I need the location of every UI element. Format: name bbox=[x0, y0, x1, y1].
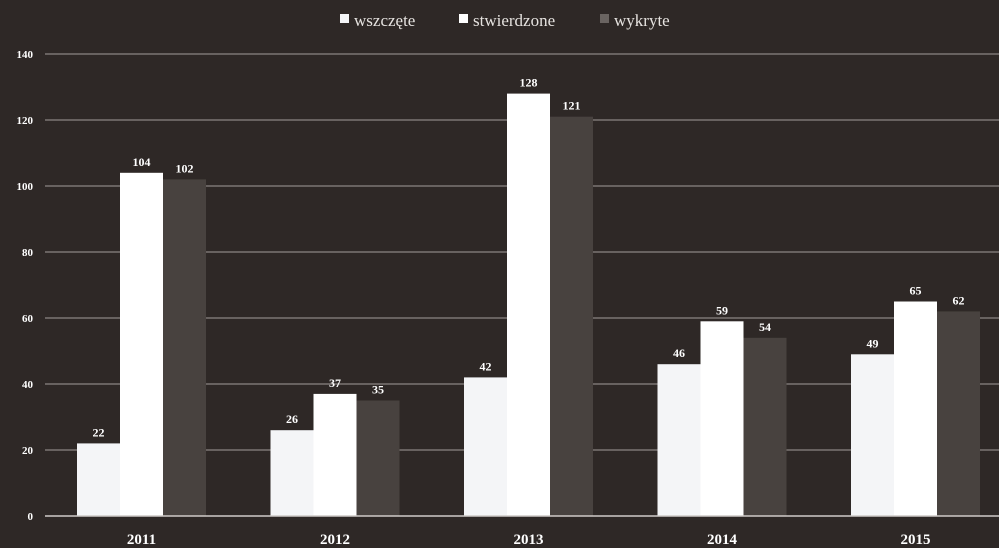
y-tick-label: 80 bbox=[22, 247, 34, 259]
bar-2015-series-1 bbox=[894, 301, 937, 516]
data-label-2012-series-2: 35 bbox=[372, 383, 384, 397]
y-tick-label: 140 bbox=[17, 49, 34, 61]
bar-2013-series-0 bbox=[464, 377, 507, 516]
y-tick-label: 0 bbox=[28, 511, 34, 523]
data-label-2011-series-0: 22 bbox=[93, 425, 105, 439]
legend-label-1: stwierdzone bbox=[473, 11, 555, 30]
data-label-2015-series-0: 49 bbox=[867, 336, 879, 350]
x-tick-label-2014: 2014 bbox=[707, 532, 738, 548]
data-label-2012-series-1: 37 bbox=[329, 376, 341, 390]
data-labels: 22 104 102 26 37 35 42 128 121 46 59 54 49 65 62 bbox=[93, 76, 965, 440]
x-tick-label-2013: 2013 bbox=[514, 532, 544, 548]
data-label-2015-series-2: 62 bbox=[953, 293, 965, 307]
data-label-2015-series-1: 65 bbox=[910, 284, 922, 298]
bar-2014-series-1 bbox=[700, 321, 744, 516]
bar-2011-series-1 bbox=[120, 172, 163, 517]
data-label-2013-series-2: 121 bbox=[563, 99, 581, 113]
bar-2015-series-2 bbox=[937, 311, 980, 516]
bar-2013-series-1 bbox=[507, 93, 550, 516]
data-label-2013-series-1: 128 bbox=[520, 76, 538, 90]
data-label-2012-series-0: 26 bbox=[286, 412, 298, 426]
x-axis-tick-labels: 2011 2012 2013 2014 2015 bbox=[127, 532, 931, 548]
data-label-2014-series-2: 54 bbox=[759, 320, 771, 334]
legend: wszczęte stwierdzone wykryte bbox=[340, 11, 670, 30]
x-tick-label-2011: 2011 bbox=[127, 532, 156, 548]
bars bbox=[77, 93, 980, 517]
legend-swatch-0 bbox=[340, 14, 349, 23]
y-tick-label: 20 bbox=[22, 445, 34, 457]
bar-2014-series-2 bbox=[743, 337, 787, 516]
y-tick-label: 100 bbox=[17, 181, 34, 193]
x-tick-label-2015: 2015 bbox=[901, 532, 931, 548]
bar-2014-series-0 bbox=[657, 364, 701, 516]
data-label-2014-series-0: 46 bbox=[673, 346, 685, 360]
bar-2015-series-0 bbox=[851, 354, 894, 516]
data-label-2011-series-2: 102 bbox=[176, 161, 194, 175]
legend-label-0: wszczęte bbox=[354, 11, 415, 30]
data-label-2011-series-1: 104 bbox=[133, 155, 151, 169]
bar-2012-series-2 bbox=[356, 400, 400, 516]
legend-swatch-2 bbox=[600, 14, 609, 23]
data-label-2013-series-0: 42 bbox=[480, 359, 492, 373]
bar-2011-series-2 bbox=[163, 179, 206, 516]
y-tick-label: 120 bbox=[17, 115, 34, 127]
data-label-2014-series-1: 59 bbox=[716, 303, 728, 317]
bar-2012-series-0 bbox=[270, 430, 314, 516]
bar-2013-series-2 bbox=[550, 116, 593, 516]
x-tick-label-2012: 2012 bbox=[320, 532, 350, 548]
y-tick-label: 40 bbox=[22, 379, 34, 391]
legend-label-2: wykryte bbox=[614, 11, 670, 30]
bar-2012-series-1 bbox=[313, 393, 357, 516]
y-axis-tick-labels: 0 20 40 60 80 100 120 140 bbox=[17, 49, 34, 523]
bar-2011-series-0 bbox=[77, 443, 120, 516]
y-tick-label: 60 bbox=[22, 313, 34, 325]
legend-swatch-1 bbox=[459, 14, 468, 23]
